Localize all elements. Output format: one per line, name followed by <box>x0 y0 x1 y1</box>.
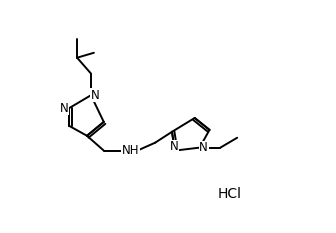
Text: HCl: HCl <box>217 187 241 201</box>
Text: N: N <box>199 141 208 154</box>
Text: N: N <box>60 102 69 115</box>
Text: N: N <box>90 89 99 102</box>
Text: NH: NH <box>122 144 139 157</box>
Text: N: N <box>170 140 178 153</box>
